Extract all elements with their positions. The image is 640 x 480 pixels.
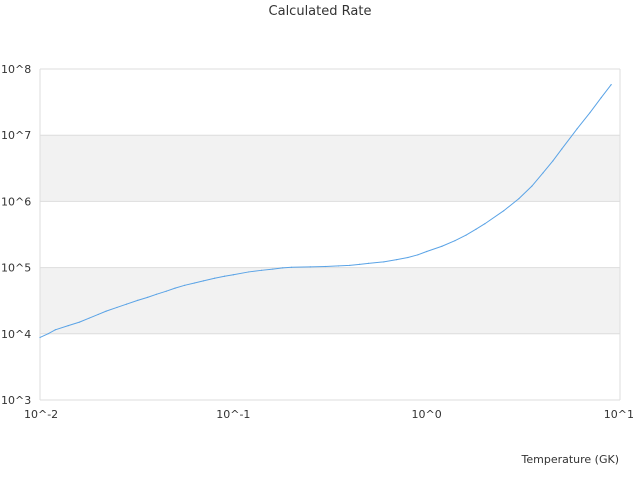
y-tick-label: 10^8 — [1, 63, 31, 76]
data-point — [184, 284, 186, 286]
data-point — [290, 266, 293, 268]
data-point — [576, 128, 578, 130]
x-tick-labels: 10^-2 10^-1 10^0 10^1 — [24, 408, 634, 421]
data-point — [542, 172, 544, 174]
data-point — [417, 254, 419, 256]
data-point — [232, 274, 234, 276]
data-point — [88, 317, 90, 319]
data-point — [282, 267, 284, 269]
data-point — [174, 287, 176, 289]
data-point — [396, 259, 398, 261]
data-point — [426, 250, 428, 253]
data-point — [561, 148, 563, 150]
y-tick-label: 10^7 — [1, 129, 31, 142]
data-point — [213, 277, 216, 279]
data-point — [67, 325, 69, 327]
data-point — [116, 306, 118, 309]
data-point — [589, 111, 591, 114]
data-point — [309, 266, 311, 268]
data-point — [531, 185, 533, 187]
data-point — [359, 263, 361, 265]
data-point — [337, 265, 340, 267]
data-point — [349, 264, 351, 266]
data-point — [552, 160, 554, 162]
series-layer — [39, 84, 612, 339]
x-axis-label: Temperature (GK) — [521, 453, 620, 466]
data-point — [54, 329, 56, 331]
data-point — [383, 261, 385, 263]
y-band — [40, 267, 620, 334]
data-point — [324, 265, 327, 268]
data-point — [105, 310, 107, 312]
data-point — [248, 271, 250, 273]
series-line — [39, 84, 612, 338]
data-point — [518, 198, 520, 200]
data-point — [272, 268, 274, 270]
data-point — [202, 280, 204, 282]
data-point — [47, 333, 49, 335]
data-point — [137, 299, 139, 301]
data-point — [600, 96, 602, 99]
data-point — [465, 234, 467, 236]
y-tick-label: 10^5 — [1, 262, 31, 275]
data-point — [407, 256, 409, 259]
data-point — [165, 290, 167, 292]
data-point — [78, 321, 81, 323]
data-point — [441, 245, 443, 247]
data-point — [484, 223, 486, 225]
x-tick-label: 10^0 — [412, 408, 442, 421]
x-tick-label: 10^1 — [604, 408, 634, 421]
y-tick-label: 10^6 — [1, 195, 31, 208]
y-band — [40, 135, 620, 202]
data-point — [610, 84, 612, 86]
data-point — [146, 296, 149, 298]
data-point — [125, 303, 128, 305]
data-point — [193, 282, 196, 284]
data-point — [503, 210, 505, 212]
data-point — [155, 293, 157, 295]
x-tick-label: 10^-1 — [216, 408, 250, 421]
data-point — [39, 336, 41, 339]
data-point — [367, 262, 370, 264]
data-point — [475, 228, 477, 230]
data-point — [260, 269, 263, 271]
data-point — [97, 313, 99, 316]
chart-title: Calculated Rate — [268, 4, 372, 19]
x-tick-label: 10^-2 — [24, 408, 58, 421]
y-tick-label: 10^3 — [1, 394, 31, 407]
y-tick-label: 10^4 — [1, 328, 31, 341]
data-point — [223, 275, 226, 277]
y-tick-labels: 10^3 10^4 10^5 10^6 10^7 10^8 — [1, 63, 31, 407]
gridlines — [39, 68, 621, 401]
data-point — [454, 240, 456, 242]
